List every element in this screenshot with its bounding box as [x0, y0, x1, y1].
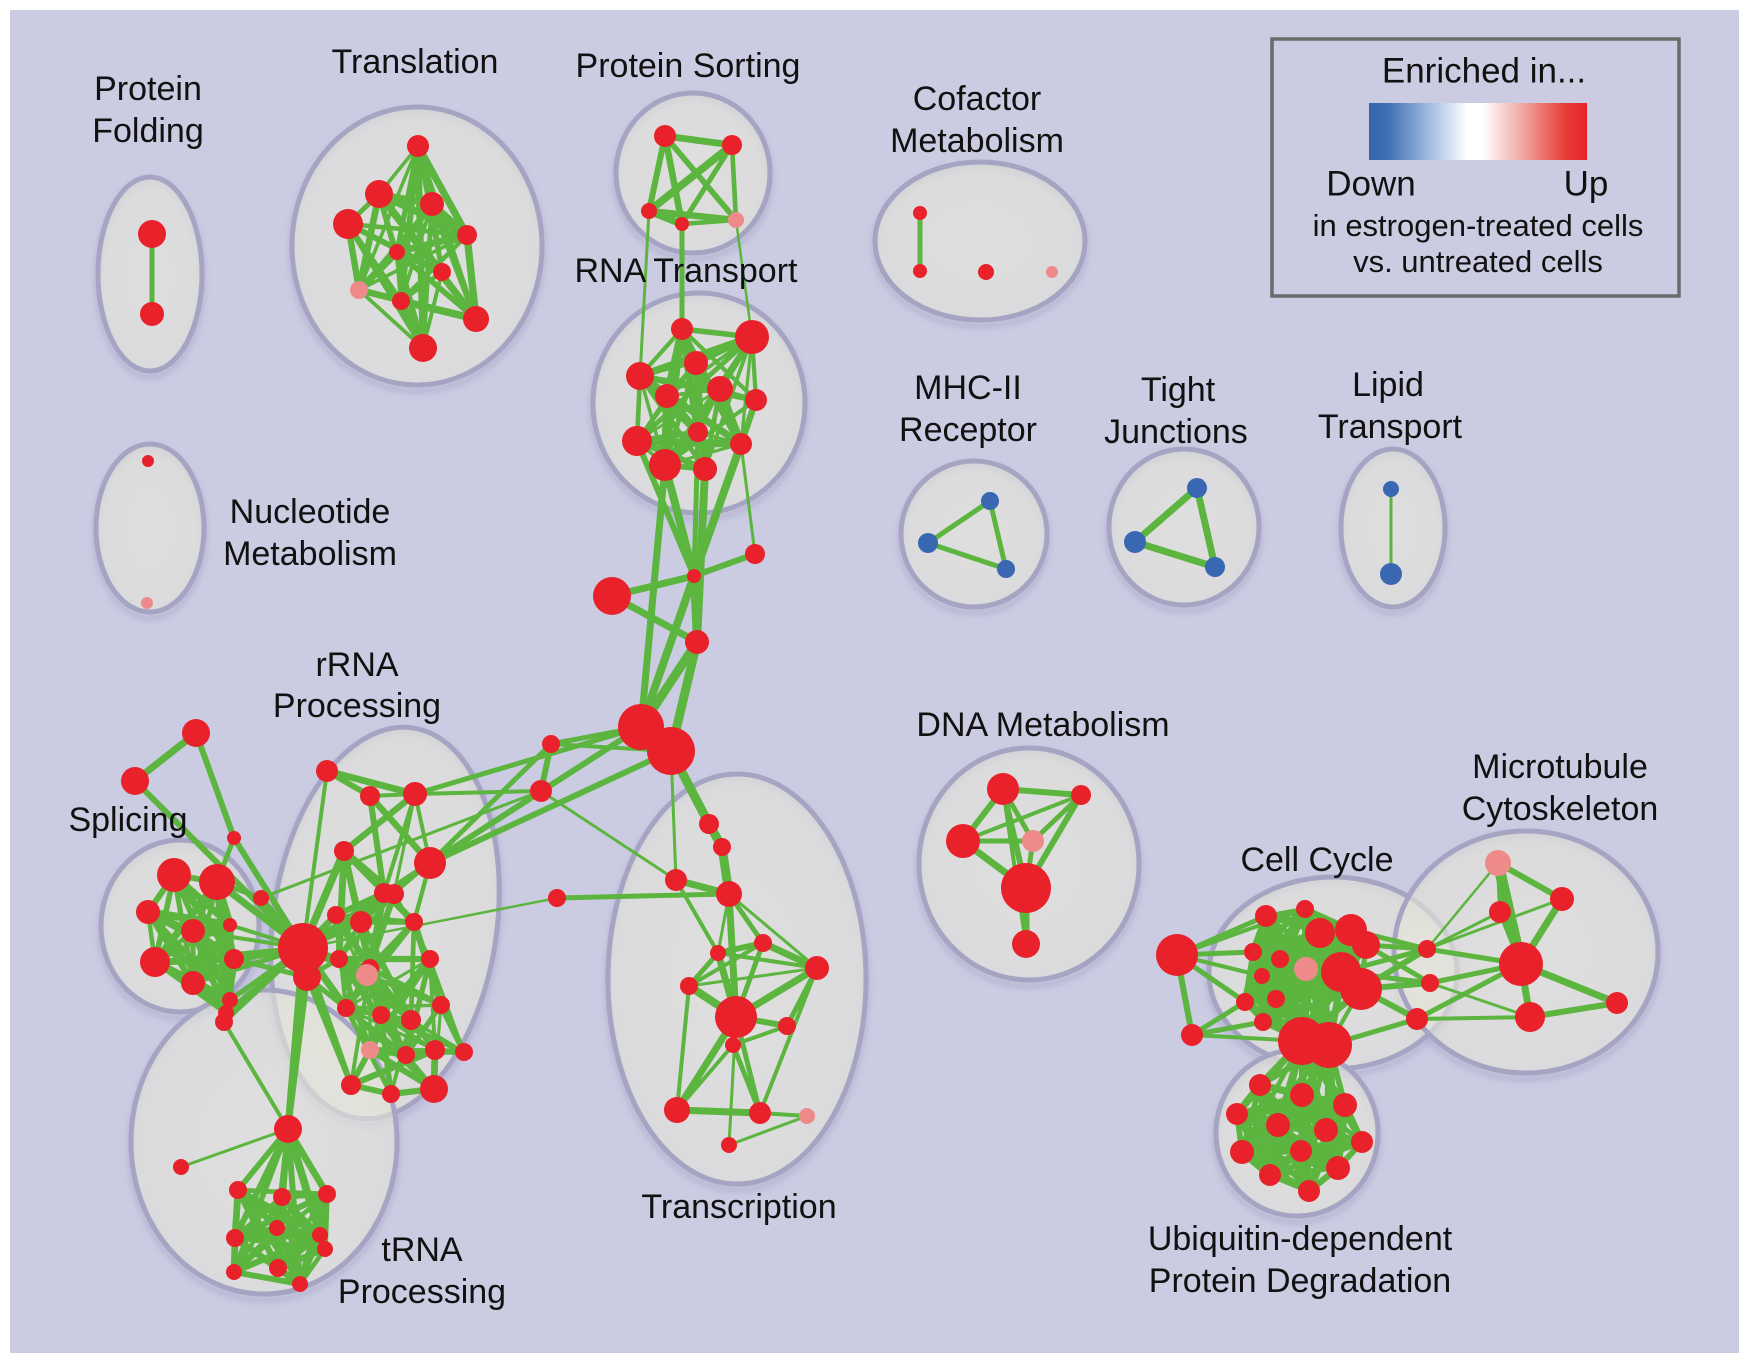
svg-text:Tight: Tight [1141, 371, 1216, 409]
svg-text:Protein Degradation: Protein Degradation [1149, 1262, 1451, 1300]
svg-text:Down: Down [1326, 164, 1415, 203]
svg-text:Transcription: Transcription [641, 1188, 836, 1226]
svg-text:Processing: Processing [273, 687, 441, 725]
svg-text:Microtubule: Microtubule [1472, 748, 1648, 786]
svg-text:Nucleotide: Nucleotide [230, 493, 391, 531]
svg-text:Folding: Folding [92, 112, 204, 150]
svg-text:Cell Cycle: Cell Cycle [1240, 841, 1393, 879]
svg-text:Enriched in...: Enriched in... [1382, 51, 1586, 90]
svg-text:Ubiquitin-dependent: Ubiquitin-dependent [1148, 1220, 1453, 1258]
svg-text:Cytoskeleton: Cytoskeleton [1462, 790, 1659, 828]
svg-text:Lipid: Lipid [1352, 366, 1424, 404]
svg-text:DNA Metabolism: DNA Metabolism [916, 706, 1169, 744]
svg-text:Metabolism: Metabolism [223, 535, 397, 573]
svg-text:rRNA: rRNA [315, 646, 398, 684]
svg-text:MHC-II: MHC-II [914, 369, 1022, 407]
svg-text:vs. untreated cells: vs. untreated cells [1353, 244, 1603, 279]
svg-text:Cofactor: Cofactor [913, 80, 1042, 118]
svg-text:Splicing: Splicing [68, 801, 187, 839]
svg-text:Junctions: Junctions [1104, 413, 1248, 451]
svg-text:Transport: Transport [1318, 408, 1463, 446]
svg-text:Receptor: Receptor [899, 411, 1037, 449]
svg-text:RNA Transport: RNA Transport [575, 252, 799, 290]
svg-text:tRNA: tRNA [381, 1231, 463, 1269]
svg-text:in estrogen-treated cells: in estrogen-treated cells [1313, 208, 1644, 243]
svg-text:Up: Up [1564, 164, 1609, 203]
svg-text:Metabolism: Metabolism [890, 122, 1064, 160]
svg-text:Processing: Processing [338, 1273, 506, 1311]
svg-text:Translation: Translation [332, 43, 499, 81]
svg-text:Protein Sorting: Protein Sorting [576, 47, 801, 85]
svg-text:Protein: Protein [94, 70, 202, 108]
